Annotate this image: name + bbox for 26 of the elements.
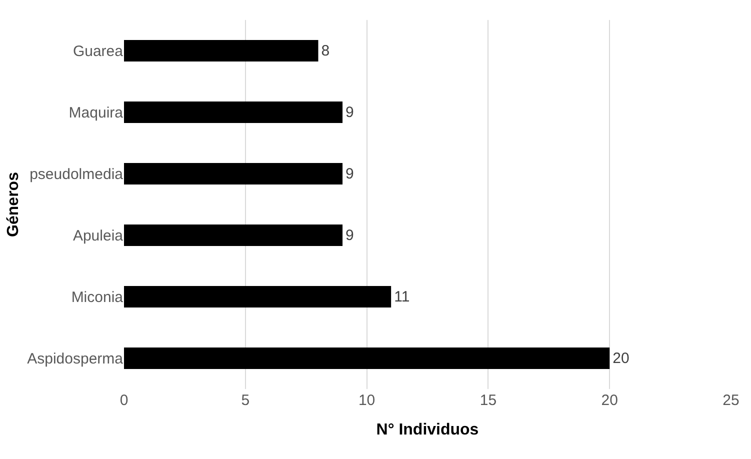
bar [124,347,610,370]
y-tick-label: pseudolmedia [30,166,124,183]
data-label: 20 [612,350,630,367]
y-tick-label: Apuleia [72,228,124,244]
y-axis-title: Géneros [5,172,22,237]
bar [124,162,343,185]
data-label: 9 [346,226,354,244]
bar [124,286,392,308]
x-tick-label: 10 [358,392,376,409]
x-tick-label: 5 [241,392,250,409]
bar [124,40,318,62]
x-tick-label: 20 [601,392,618,409]
y-tick-label: Maquira [68,104,124,122]
y-tick-label: Guarea [72,43,124,60]
x-tick-label: 25 [722,392,740,409]
data-label: 9 [346,104,354,121]
data-label: 9 [346,165,354,182]
data-label: 8 [321,42,330,60]
y-tick-label: Aspidosperma [27,350,124,368]
data-label: 11 [394,288,410,306]
y-tick-label: Miconia [71,289,124,306]
bar [124,224,343,246]
x-tick-label: 0 [120,392,128,409]
x-tick-label: 15 [480,392,497,409]
x-axis-title: N° Individuos [376,422,479,439]
bar [124,101,343,124]
